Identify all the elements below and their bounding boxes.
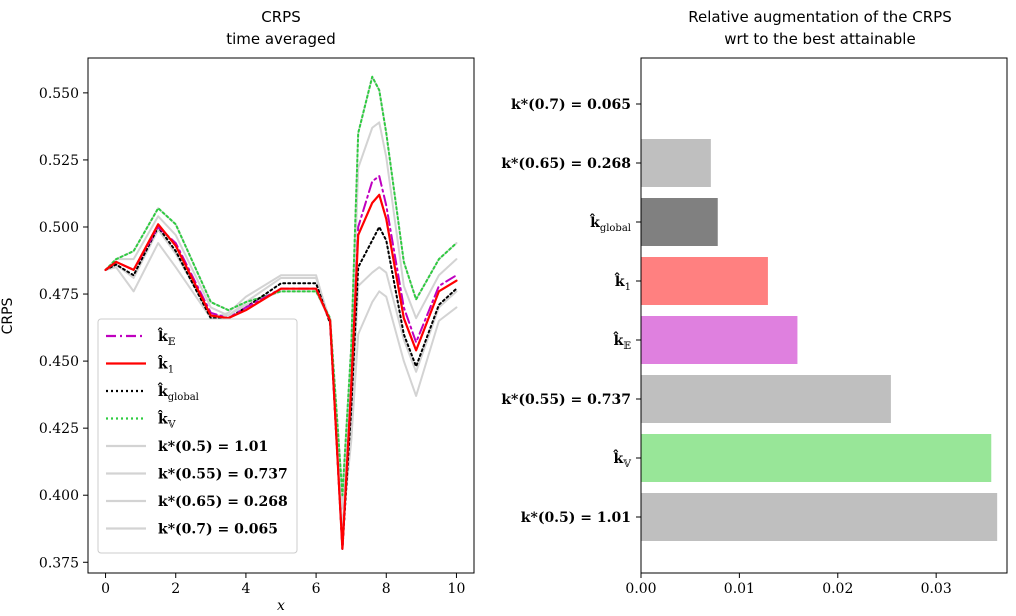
legend-label: k*(0.7) = 0.065 xyxy=(158,522,278,538)
category-label-subscript: 𝔼 xyxy=(623,341,631,352)
bar xyxy=(641,316,798,364)
crps-line-chart: CRPS time averaged 0 2 4 6 8 10 0.375 0.400 0.4… xyxy=(0,8,475,614)
legend-label: k̂𝔼 xyxy=(157,326,176,348)
category-label: k*(0.55) = 0.737 xyxy=(501,392,631,408)
left-x-tick-label: 2 xyxy=(171,581,180,597)
category-label: k̂1 xyxy=(614,271,631,293)
category-label-main: k*(0.55) = 0.737 xyxy=(501,392,631,408)
category-label-main: k*(0.5) = 1.01 xyxy=(521,510,631,526)
left-y-tick-label: 0.425 xyxy=(39,421,79,437)
left-x-tick-label: 0 xyxy=(101,581,110,597)
category-label: k*(0.7) = 0.065 xyxy=(511,97,631,113)
left-y-tick-label: 0.450 xyxy=(39,354,79,370)
right-x-tick-label: 0.03 xyxy=(921,581,952,597)
right-bars xyxy=(641,139,998,541)
left-x-axis-label: x xyxy=(277,598,285,614)
category-label-main: k*(0.65) = 0.268 xyxy=(501,156,631,172)
legend-label-main: k*(0.5) = 1.01 xyxy=(158,439,268,455)
left-y-tick-label: 0.525 xyxy=(39,153,79,169)
category-label: k̂global xyxy=(589,212,631,234)
relative-augmentation-bar-chart: Relative augmentation of the CRPS wrt to… xyxy=(501,8,1008,597)
legend-label-main: k*(0.55) = 0.737 xyxy=(158,467,288,483)
left-x-tick-label: 6 xyxy=(312,581,321,597)
left-y-tick-label: 0.375 xyxy=(39,555,79,571)
category-label: k̂𝕍 xyxy=(612,448,631,470)
category-label-main: k̂ xyxy=(589,212,600,231)
legend-label-main: k̂ xyxy=(157,326,168,345)
legend-label-subscript: 1 xyxy=(168,365,174,376)
legend-label-subscript: global xyxy=(168,392,199,403)
right-x-ticks: 0.00 0.01 0.02 0.03 xyxy=(625,573,952,597)
category-label-main: k̂ xyxy=(614,271,625,290)
category-label-subscript: 1 xyxy=(625,282,631,293)
right-plot-frame xyxy=(640,57,1008,574)
category-label-main: k̂ xyxy=(612,330,623,349)
legend-label-main: k̂ xyxy=(157,409,168,428)
legend-label-main: k*(0.65) = 0.268 xyxy=(158,494,288,510)
legend-label: k*(0.55) = 0.737 xyxy=(158,467,288,483)
left-y-tick-label: 0.500 xyxy=(39,220,79,236)
legend-label: k̂𝕍 xyxy=(157,409,176,431)
bar xyxy=(641,257,768,305)
right-x-tick-label: 0.02 xyxy=(822,581,853,597)
right-x-tick-label: 0.01 xyxy=(724,581,755,597)
legend-label: k*(0.5) = 1.01 xyxy=(158,439,268,455)
series-line-3 xyxy=(104,75,458,497)
bar xyxy=(641,493,998,541)
category-label-main: k*(0.7) = 0.065 xyxy=(511,97,631,113)
legend-label-subscript: 𝔼 xyxy=(168,337,176,348)
left-chart-subtitle: time averaged xyxy=(226,30,336,48)
legend-label: k*(0.65) = 0.268 xyxy=(158,494,288,510)
left-plot-lines xyxy=(104,75,458,550)
left-y-ticks: 0.375 0.400 0.425 0.450 0.475 0.500 0.525 0.550 xyxy=(39,86,88,571)
left-y-tick-label: 0.400 xyxy=(39,488,79,504)
bar xyxy=(641,139,711,187)
category-label-subscript: global xyxy=(600,223,631,234)
left-y-axis-label: CRPS xyxy=(0,297,16,334)
left-y-tick-label: 0.550 xyxy=(39,86,79,102)
legend-label-main: k̂ xyxy=(157,354,168,373)
left-x-tick-label: 8 xyxy=(382,581,391,597)
legend-label-subscript: 𝕍 xyxy=(167,420,176,431)
bar xyxy=(641,198,718,246)
legend-label-main: k̂ xyxy=(157,381,168,400)
category-label-main: k̂ xyxy=(612,448,623,467)
category-label-subscript: 𝕍 xyxy=(622,459,631,470)
left-y-tick-label: 0.475 xyxy=(39,287,79,303)
category-label: k*(0.65) = 0.268 xyxy=(501,156,631,172)
right-chart-title: Relative augmentation of the CRPS xyxy=(688,8,951,26)
left-x-tick-label: 4 xyxy=(241,581,250,597)
left-chart-title: CRPS xyxy=(261,8,300,26)
bar xyxy=(641,375,891,423)
left-x-tick-label: 10 xyxy=(448,581,466,597)
series-line-1 xyxy=(104,193,458,550)
bar xyxy=(641,434,992,482)
category-label: k̂𝔼 xyxy=(612,330,631,352)
legend-label: k̂global xyxy=(157,381,199,403)
right-x-tick-label: 0.00 xyxy=(625,581,656,597)
legend-label-main: k*(0.7) = 0.065 xyxy=(158,522,278,538)
legend-label: k̂1 xyxy=(157,354,174,376)
legend-box xyxy=(97,318,298,554)
category-label: k*(0.5) = 1.01 xyxy=(521,510,631,526)
left-x-ticks: 0 2 4 6 8 10 xyxy=(101,573,465,597)
right-chart-subtitle: wrt to the best attainable xyxy=(724,30,915,48)
left-plot-frame xyxy=(87,57,475,574)
